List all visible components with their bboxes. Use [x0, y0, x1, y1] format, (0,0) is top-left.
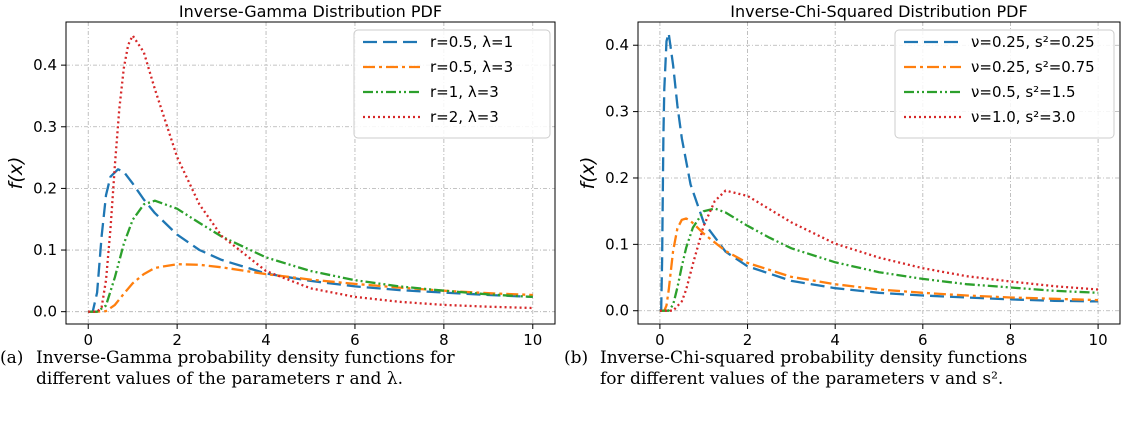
chart-inverse-chi-squared: 0 2 4 6 8 10 0.0 0.1 0.2 0.3 0.4 Inverse-Chi-Square…	[577, 2, 1121, 371]
y-tick-label: 0.1	[605, 235, 629, 253]
legend-label: ν=1.0, s²=3.0	[971, 108, 1076, 126]
caption-a: (a) Inverse-Gamma probability density fun…	[0, 348, 455, 390]
x-tick-label: 6	[350, 331, 360, 345]
x-tick-label: 8	[1006, 331, 1016, 345]
caption-b: (b) Inverse-Chi-squared probability densi…	[564, 348, 1027, 390]
y-tick-label: 0.4	[33, 56, 57, 74]
chart-title: Inverse-Gamma Distribution PDF	[179, 2, 442, 21]
caption-line: Inverse-Gamma probability density functi…	[36, 348, 455, 368]
legend-label: r=0.5, λ=3	[430, 58, 513, 76]
caption-line: Inverse-Chi-squared probability density …	[600, 348, 1028, 368]
x-tick-label: 4	[830, 331, 840, 345]
y-tick-label: 0.2	[33, 179, 57, 197]
caption-tag: (a)	[0, 348, 24, 368]
series-line	[88, 168, 533, 313]
x-tick-label: 6	[918, 331, 928, 345]
caption-line: for different values of the parameters v…	[600, 369, 1004, 389]
y-tick-label: 0.0	[605, 302, 629, 320]
legend-label: ν=0.5, s²=1.5	[971, 83, 1076, 101]
y-axis-label: f(x)	[577, 157, 599, 190]
series-line	[659, 32, 1099, 312]
legend-label: r=0.5, λ=1	[430, 33, 513, 51]
series-line	[659, 189, 1099, 312]
series-line	[659, 207, 1099, 312]
chart-title: Inverse-Chi-Squared Distribution PDF	[730, 2, 1027, 21]
legend-label: ν=0.25, s²=0.75	[971, 58, 1095, 76]
plot-frame	[65, 21, 556, 325]
y-tick-label: 0.3	[33, 118, 57, 136]
x-tick-label: 2	[743, 331, 753, 345]
legend-box	[353, 29, 551, 139]
x-tick-label: 0	[655, 331, 665, 345]
legend-label: r=2, λ=3	[430, 108, 499, 126]
x-tick-label: 8	[439, 331, 449, 345]
chart-panel-inverse-gamma: 0 2 4 6 8 10 0.0 0.1 0.2 0.3 0.4 Inverse-Gamma Dist…	[5, 2, 556, 371]
series-line	[88, 199, 533, 313]
y-tick-label: 0.3	[605, 103, 629, 121]
x-tick-label: 10	[1089, 331, 1108, 345]
legend-box	[894, 29, 1115, 139]
series-line	[659, 217, 1099, 312]
caption-line: different values of the parameters r and…	[36, 369, 404, 389]
x-tick-label: 10	[523, 331, 542, 345]
chart-inverse-gamma: 0 2 4 6 8 10 0.0 0.1 0.2 0.3 0.4 Inverse-Gamma Dist…	[5, 2, 556, 371]
series-line	[88, 263, 533, 313]
legend-label: ν=0.25, s²=0.25	[971, 33, 1095, 51]
y-tick-label: 0.0	[33, 303, 57, 321]
caption-tag: (b)	[564, 348, 589, 368]
x-tick-label: 4	[261, 331, 271, 345]
plot-frame	[637, 21, 1121, 325]
y-axis-label: f(x)	[5, 157, 27, 190]
chart-panel-inverse-chi-squared: 0 2 4 6 8 10 0.0 0.1 0.2 0.3 0.4 Inverse-Chi-Square…	[564, 0, 1128, 432]
y-tick-label: 0.4	[605, 36, 629, 54]
x-tick-label: 2	[172, 331, 182, 345]
x-tick-label: 0	[83, 331, 93, 345]
y-tick-label: 0.1	[33, 241, 57, 259]
y-tick-label: 0.2	[605, 169, 629, 187]
legend-label: r=1, λ=3	[430, 83, 499, 101]
